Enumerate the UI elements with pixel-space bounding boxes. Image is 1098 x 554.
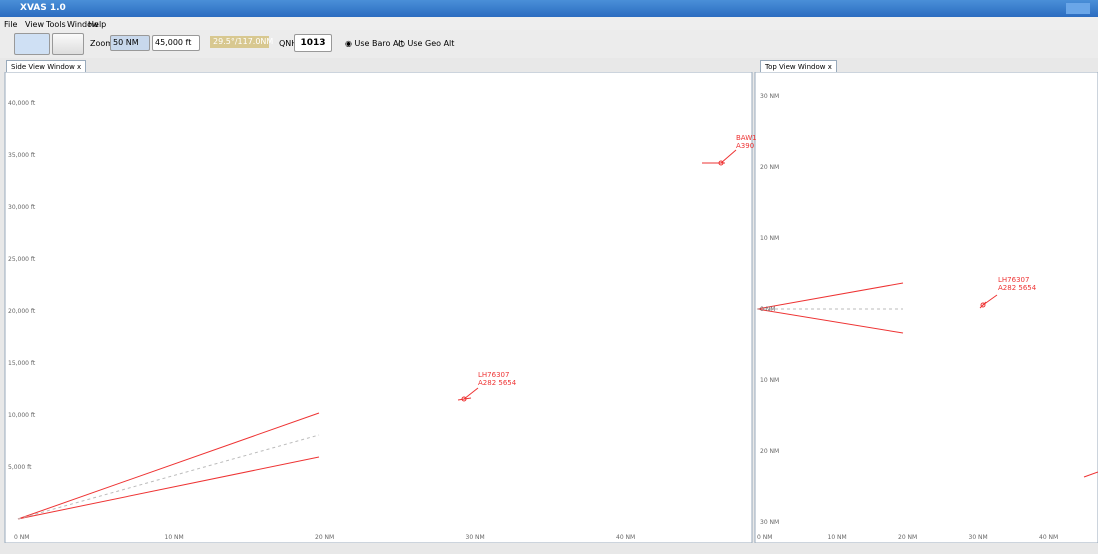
radio-geo[interactable]: ○ Use Geo Alt <box>398 39 455 48</box>
y-label: 20 NM <box>760 448 779 455</box>
y-label: 10 NM <box>760 235 779 242</box>
top-view-tab[interactable]: Top View Window x <box>760 60 837 73</box>
connect-button[interactable] <box>52 33 84 55</box>
x-label: 0 NM <box>14 534 29 541</box>
toolbar: Zoom: 50 NM 45,000 ft 29.5°/117.0NM QNH:… <box>0 30 1098 58</box>
qnh-input[interactable]: 1013 <box>294 34 332 52</box>
radar-views: 40,000 ft 35,000 ft 30,000 ft 25,000 ft 20,0… <box>4 72 1098 543</box>
x-label: 10 NM <box>165 534 184 541</box>
menu-bar: File View Tools Window Help <box>0 17 1098 30</box>
aircraft-symbols <box>457 149 1098 478</box>
tab-title: Side View Window <box>11 63 75 71</box>
aircraft-callsign: LH76307 <box>478 371 509 379</box>
aircraft-info: A282 5654 <box>998 284 1037 292</box>
y-label: 15,000 ft <box>8 360 36 367</box>
x-label: 30 NM <box>969 534 988 541</box>
tab-title: Top View Window <box>765 63 826 71</box>
x-label: 30 NM <box>466 534 485 541</box>
bearing-field: 29.5°/117.0NM <box>210 36 273 48</box>
y-label: 10 NM <box>760 377 779 384</box>
refresh-button[interactable] <box>14 33 50 55</box>
status-bar <box>0 543 1098 554</box>
x-label: 20 NM <box>898 534 917 541</box>
altitude-select[interactable]: 45,000 ft <box>152 35 200 51</box>
y-label: 0 NM <box>760 306 775 313</box>
aircraft-info: A390 <box>736 142 754 150</box>
aircraft-callsign: BAW1 <box>736 134 757 142</box>
zoom-select[interactable]: 50 NM <box>110 35 150 51</box>
y-label: 35,000 ft <box>8 152 36 159</box>
menu-item[interactable]: Tools <box>46 20 66 29</box>
x-label: 0 NM <box>757 534 772 541</box>
aircraft-info: A282 5654 <box>478 379 517 387</box>
x-label: 20 NM <box>315 534 334 541</box>
side-view-panel <box>4 72 753 543</box>
y-label: 30,000 ft <box>8 204 36 211</box>
tab-close[interactable]: x <box>827 63 832 71</box>
y-label: 10,000 ft <box>8 412 36 419</box>
side-view-tab[interactable]: Side View Window x <box>6 60 87 73</box>
y-label: 20,000 ft <box>8 308 36 315</box>
x-label: 40 NM <box>1039 534 1058 541</box>
menu-item[interactable]: File <box>4 20 18 29</box>
aircraft-callsign: LH76307 <box>998 276 1029 284</box>
top-cone <box>756 282 904 334</box>
side-cone <box>17 412 320 520</box>
x-label: 40 NM <box>616 534 635 541</box>
top-view-panel <box>754 72 1098 543</box>
x-label: 10 NM <box>828 534 847 541</box>
tab-close[interactable]: x <box>77 63 82 71</box>
window-title: XVAS 1.0 <box>20 3 66 13</box>
labels: 40,000 ft 35,000 ft 30,000 ft 25,000 ft 20,0… <box>8 93 1058 541</box>
menu-item[interactable]: Help <box>88 20 107 29</box>
qnh-label: QNH: <box>279 39 300 48</box>
y-label: 30 NM <box>760 93 779 100</box>
y-label: 30 NM <box>760 519 779 526</box>
y-label: 5,000 ft <box>8 464 32 471</box>
y-label: 40,000 ft <box>8 100 36 107</box>
menu-item[interactable]: View <box>25 20 44 29</box>
window-controls[interactable] <box>1066 3 1090 14</box>
radio-baro[interactable]: ◉ Use Baro Alt <box>345 39 404 48</box>
radio-geo-label: Use Geo Alt <box>407 39 455 48</box>
y-label: 25,000 ft <box>8 256 36 263</box>
y-label: 20 NM <box>760 164 779 171</box>
menu-item[interactable]: Window <box>67 20 99 29</box>
zoom-label: Zoom: <box>90 39 116 48</box>
radio-baro-label: Use Baro Alt <box>354 39 404 48</box>
title-bar: XVAS 1.0 <box>0 0 1098 17</box>
